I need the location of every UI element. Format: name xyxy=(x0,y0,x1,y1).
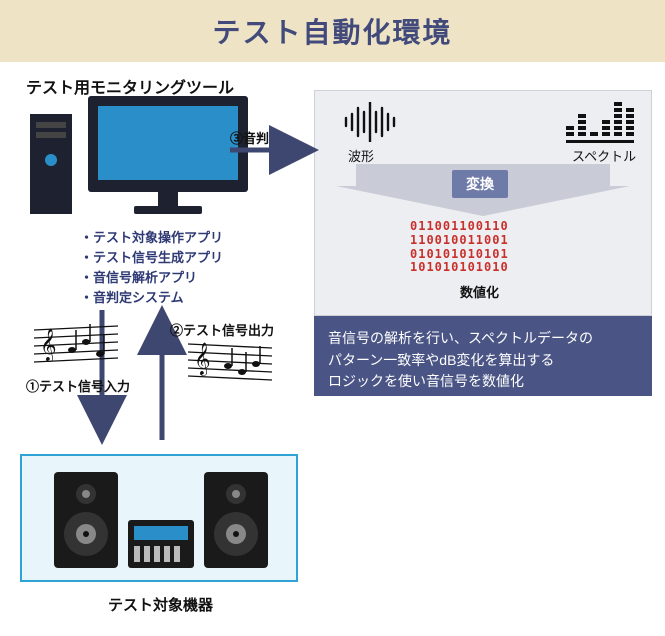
list-item: ・音信号解析アプリ xyxy=(80,268,223,288)
stereo-icon xyxy=(22,456,300,584)
arrow2-label: ②テスト信号出力 xyxy=(170,320,274,339)
list-item: ・テスト信号生成アプリ xyxy=(80,248,223,268)
diagram-canvas: テスト自動化環境 テスト用モニタリングツール ・テスト対象操作アプリ ・テスト信… xyxy=(0,0,665,636)
digitize-label: 数値化 xyxy=(460,282,499,301)
computer-icon xyxy=(30,96,260,226)
spectrum-label: スペクトル xyxy=(572,146,636,165)
device-label: テスト対象機器 xyxy=(108,594,213,615)
explanation-box: 音信号の解析を行い、スペクトルデータのパターン一致率やdB変化を算出するロジック… xyxy=(314,316,652,396)
monitoring-tool-label: テスト用モニタリングツール xyxy=(26,74,234,98)
convert-chip: 変換 xyxy=(452,170,508,198)
list-item: ・テスト対象操作アプリ xyxy=(80,228,223,248)
arrow3-label: ③音判定 xyxy=(230,128,282,147)
waveform-icon xyxy=(342,102,398,142)
title-band: テスト自動化環境 xyxy=(0,0,665,62)
list-item: ・音判定システム xyxy=(80,288,223,308)
page-title: テスト自動化環境 xyxy=(212,11,452,51)
spectrum-icon xyxy=(566,100,636,144)
arrow1-label: ①テスト信号入力 xyxy=(26,376,130,395)
svg-text:𝄞: 𝄞 xyxy=(194,343,211,376)
device-box xyxy=(20,454,298,582)
svg-text:𝄞: 𝄞 xyxy=(40,329,57,362)
app-list: ・テスト対象操作アプリ ・テスト信号生成アプリ ・音信号解析アプリ ・音判定シス… xyxy=(80,228,223,309)
music-notes-icon: 𝄞 xyxy=(188,338,272,386)
binary-digits: 0110011001101100100110010101010101011010… xyxy=(410,220,509,275)
music-notes-icon: 𝄞 xyxy=(34,320,118,368)
waveform-label: 波形 xyxy=(348,146,374,165)
